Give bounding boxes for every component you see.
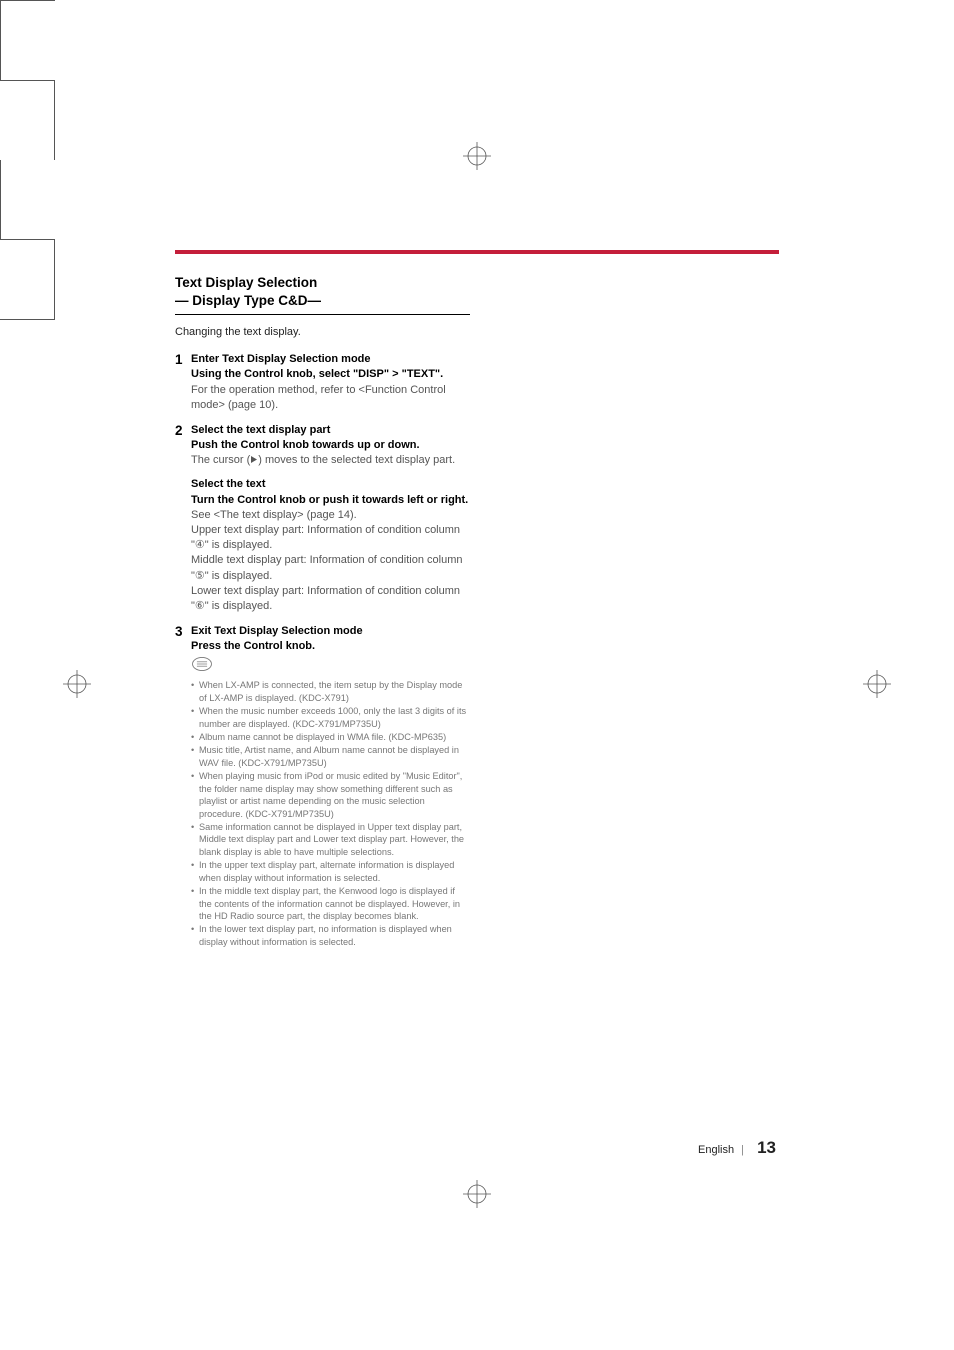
step-3: 3 Exit Text Display Selection mode Press… bbox=[175, 624, 470, 654]
section-title-line2: — Display Type C&D— bbox=[175, 292, 470, 314]
step-number: 1 bbox=[175, 352, 191, 413]
registration-mark-bottom bbox=[463, 1180, 491, 1208]
main-column: Text Display Selection — Display Type C&… bbox=[175, 274, 470, 949]
step-heading: Select the text display part bbox=[191, 423, 470, 438]
crop-mark-bl bbox=[0, 160, 55, 240]
step-body: Enter Text Display Selection mode Using … bbox=[191, 352, 470, 413]
step-inner-subheading: Turn the Control knob or push it towards… bbox=[191, 493, 470, 508]
step-subheading: Using the Control knob, select "DISP" > … bbox=[191, 367, 470, 382]
step-number: 3 bbox=[175, 624, 191, 654]
note-icon bbox=[191, 656, 470, 677]
step-subheading: Push the Control knob towards up or down… bbox=[191, 438, 470, 453]
footer-language: English bbox=[698, 1144, 734, 1156]
crop-mark-tr bbox=[0, 80, 55, 160]
registration-mark-top bbox=[463, 142, 491, 170]
note-item: In the lower text display part, no infor… bbox=[191, 923, 470, 948]
step-inner-heading: Select the text bbox=[191, 477, 470, 492]
intro-text: Changing the text display. bbox=[175, 325, 470, 340]
note-item: When the music number exceeds 1000, only… bbox=[191, 705, 470, 730]
step-body: Select the text display part Push the Co… bbox=[191, 423, 470, 614]
note-item: When playing music from iPod or music ed… bbox=[191, 770, 470, 820]
step-number: 2 bbox=[175, 423, 191, 614]
registration-mark-right bbox=[863, 670, 891, 698]
footer-separator: | bbox=[741, 1144, 744, 1156]
step-inner-line: Upper text display part: Information of … bbox=[191, 523, 470, 553]
step-inner-line: See <The text display> (page 14). bbox=[191, 508, 470, 523]
step-text: For the operation method, refer to <Func… bbox=[191, 383, 470, 413]
step-text-pre: The cursor ( bbox=[191, 454, 250, 466]
step-text: The cursor ( ) moves to the selected text… bbox=[191, 453, 470, 469]
step-subheading: Press the Control knob. bbox=[191, 639, 470, 654]
step-2: 2 Select the text display part Push the … bbox=[175, 423, 470, 614]
note-item: Music title, Artist name, and Album name… bbox=[191, 744, 470, 769]
page-footer: English | 13 bbox=[698, 1138, 776, 1158]
step-inner-line: Lower text display part: Information of … bbox=[191, 584, 470, 614]
note-item: Same information cannot be displayed in … bbox=[191, 821, 470, 858]
note-item: In the upper text display part, alternat… bbox=[191, 859, 470, 884]
step-heading: Exit Text Display Selection mode bbox=[191, 624, 470, 639]
step-inner-line: Middle text display part: Information of… bbox=[191, 553, 470, 583]
note-item: In the middle text display part, the Ken… bbox=[191, 885, 470, 922]
step-text-post: ) moves to the selected text display par… bbox=[258, 454, 455, 466]
notes-list: When LX-AMP is connected, the item setup… bbox=[191, 679, 470, 948]
step-heading: Enter Text Display Selection mode bbox=[191, 352, 470, 367]
crop-mark-br bbox=[0, 240, 55, 320]
section-title-line1: Text Display Selection bbox=[175, 274, 470, 292]
step-body: Exit Text Display Selection mode Press t… bbox=[191, 624, 470, 654]
step-1: 1 Enter Text Display Selection mode Usin… bbox=[175, 352, 470, 413]
note-item: Album name cannot be displayed in WMA fi… bbox=[191, 731, 470, 743]
note-item: When LX-AMP is connected, the item setup… bbox=[191, 679, 470, 704]
footer-page-number: 13 bbox=[757, 1138, 776, 1157]
registration-mark-left bbox=[63, 670, 91, 698]
crop-mark-tl bbox=[0, 0, 55, 80]
section-title-block: Text Display Selection — Display Type C&… bbox=[175, 274, 470, 315]
header-accent-bar bbox=[175, 250, 779, 254]
